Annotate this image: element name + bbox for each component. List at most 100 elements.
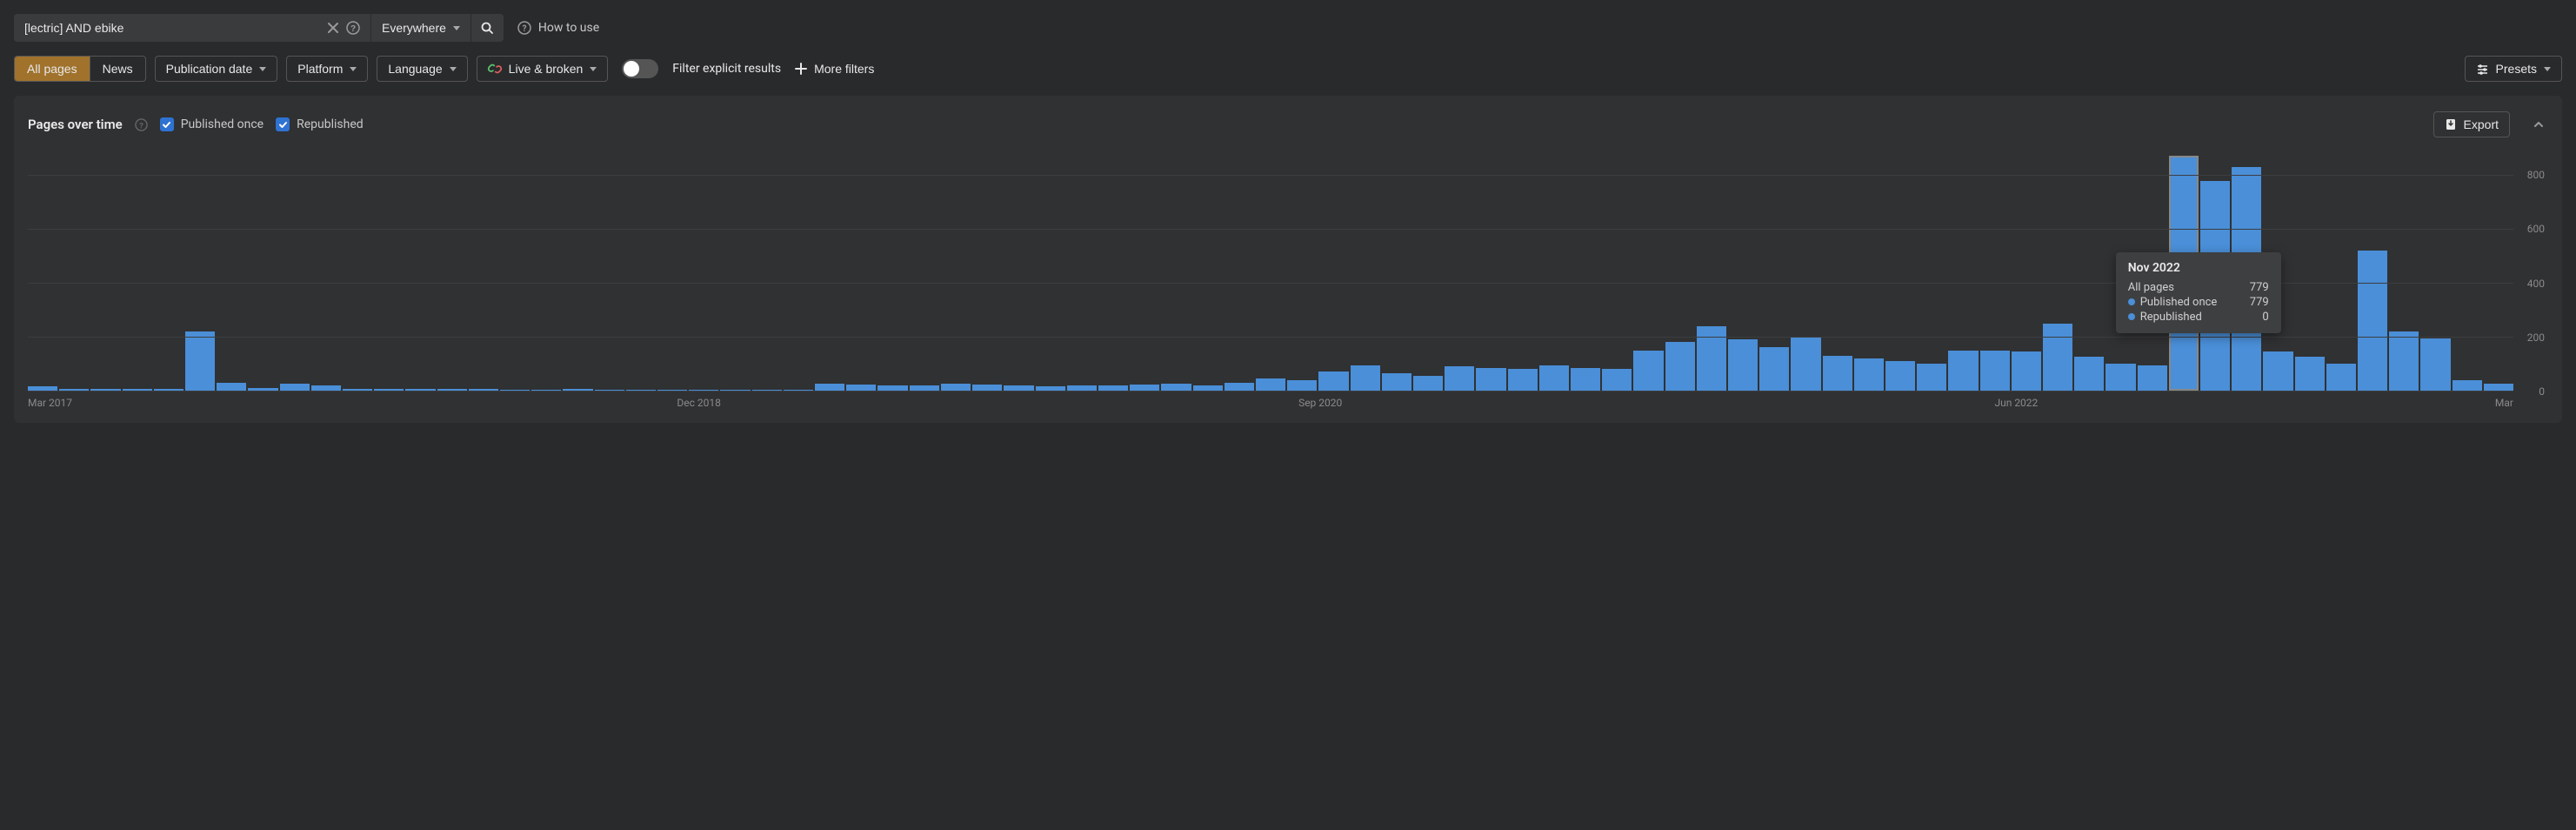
chart-bar[interactable] bbox=[1382, 373, 1411, 391]
platform-filter[interactable]: Platform bbox=[286, 56, 368, 82]
help-icon: ? bbox=[346, 21, 360, 35]
chart-bar[interactable] bbox=[1854, 358, 1884, 391]
series-dot-icon bbox=[2128, 298, 2135, 305]
chart-bar[interactable] bbox=[1697, 326, 1726, 391]
chart-bar[interactable] bbox=[1539, 365, 1569, 391]
chart-bar[interactable] bbox=[1318, 371, 1348, 391]
chart-bar[interactable] bbox=[1980, 351, 2010, 392]
chart-bar[interactable] bbox=[2326, 364, 2356, 391]
chart-bar[interactable] bbox=[2043, 324, 2072, 392]
chart-bar[interactable] bbox=[2389, 331, 2419, 391]
chevron-down-icon bbox=[259, 67, 266, 71]
chart-bar[interactable] bbox=[280, 384, 310, 391]
chart-bar[interactable] bbox=[1161, 384, 1191, 391]
chart-bar[interactable] bbox=[941, 384, 971, 391]
chart-bar[interactable] bbox=[1256, 378, 1285, 391]
series-dot-icon bbox=[2128, 313, 2135, 320]
chart-bar[interactable] bbox=[1948, 351, 1978, 392]
how-to-use-link[interactable]: ? How to use bbox=[517, 21, 599, 35]
chart-bar[interactable] bbox=[1823, 356, 1852, 391]
chart-bar[interactable] bbox=[1287, 380, 1317, 391]
chart-bar[interactable] bbox=[2138, 365, 2167, 391]
published-once-checkbox[interactable]: Published once bbox=[160, 117, 264, 131]
help-icon[interactable]: ? bbox=[135, 118, 148, 131]
search-input[interactable] bbox=[24, 21, 324, 35]
chart-bar[interactable] bbox=[1351, 365, 1380, 391]
tooltip-title: Nov 2022 bbox=[2128, 261, 2269, 275]
export-button[interactable]: Export bbox=[2433, 111, 2510, 137]
tooltip-row: Published once779 bbox=[2128, 295, 2269, 310]
y-tick-label: 800 bbox=[2527, 169, 2545, 181]
chart-bar[interactable] bbox=[1885, 361, 1915, 391]
chart-bar[interactable] bbox=[1633, 351, 1663, 392]
more-filters-button[interactable]: More filters bbox=[795, 62, 874, 76]
chart-bar[interactable] bbox=[1665, 342, 1695, 391]
chart-bar[interactable] bbox=[1413, 376, 1443, 391]
chart-bar[interactable] bbox=[972, 385, 1002, 391]
y-tick-label: 400 bbox=[2527, 278, 2545, 290]
republished-checkbox[interactable]: Republished bbox=[276, 117, 364, 131]
page-type-segmented: All pages News bbox=[14, 56, 146, 82]
chart-bar[interactable] bbox=[2295, 357, 2325, 391]
explicit-toggle[interactable] bbox=[622, 59, 658, 78]
y-axis: 0200400600800 bbox=[2513, 148, 2548, 392]
chevron-down-icon bbox=[590, 67, 597, 71]
chart-bar[interactable] bbox=[1508, 369, 1538, 391]
y-tick-label: 600 bbox=[2527, 223, 2545, 235]
check-icon bbox=[278, 120, 288, 130]
search-icon bbox=[481, 22, 494, 35]
chart-bar[interactable] bbox=[2420, 338, 2450, 391]
chart-bar[interactable] bbox=[2453, 380, 2482, 391]
chart-bar[interactable] bbox=[2263, 351, 2292, 391]
chart-bar[interactable] bbox=[2358, 251, 2387, 391]
check-icon bbox=[162, 120, 171, 130]
presets-button[interactable]: Presets bbox=[2465, 56, 2562, 82]
search-submit-button[interactable] bbox=[470, 14, 504, 42]
x-tick-label: Dec 2018 bbox=[677, 397, 720, 409]
chart-bar[interactable] bbox=[2012, 351, 2041, 391]
scope-label: Everywhere bbox=[382, 21, 446, 35]
chart-bar[interactable] bbox=[1130, 385, 1159, 391]
x-axis: Mar 2017Dec 2018Sep 2020Jun 2022Mar bbox=[28, 397, 2513, 411]
y-tick-label: 200 bbox=[2527, 331, 2545, 344]
chevron-down-icon bbox=[2544, 67, 2551, 71]
tooltip-row: Republished0 bbox=[2128, 310, 2269, 325]
gridline bbox=[28, 175, 2513, 176]
chart-bar[interactable] bbox=[185, 331, 215, 391]
scope-dropdown[interactable]: Everywhere bbox=[370, 14, 470, 42]
chart-bar[interactable] bbox=[2484, 384, 2513, 391]
x-tick-label: Mar 2017 bbox=[28, 397, 72, 409]
chart-bar[interactable] bbox=[1791, 337, 1820, 391]
clear-search-button[interactable] bbox=[324, 18, 343, 37]
seg-all-pages[interactable]: All pages bbox=[15, 57, 90, 81]
publication-date-filter[interactable]: Publication date bbox=[155, 56, 278, 82]
chart-bar[interactable] bbox=[1728, 339, 1758, 391]
gridline bbox=[28, 229, 2513, 230]
gridline bbox=[28, 337, 2513, 338]
seg-news[interactable]: News bbox=[90, 57, 145, 81]
chart-bar[interactable] bbox=[815, 384, 844, 391]
chevron-down-icon bbox=[450, 67, 457, 71]
chart-bar[interactable] bbox=[2074, 357, 2104, 391]
how-to-use-label: How to use bbox=[538, 21, 599, 35]
live-broken-filter[interactable]: Live & broken bbox=[477, 56, 609, 82]
pages-over-time-chart: Nov 2022 All pages779Published once779Re… bbox=[28, 148, 2548, 392]
chart-bar[interactable] bbox=[1571, 368, 1600, 391]
chart-bar[interactable] bbox=[1759, 347, 1789, 391]
chevron-down-icon bbox=[453, 26, 460, 30]
chart-bar[interactable] bbox=[1225, 383, 1254, 391]
search-box: ? bbox=[14, 14, 370, 42]
search-help-button[interactable]: ? bbox=[343, 17, 364, 38]
chart-bar[interactable] bbox=[2106, 364, 2135, 391]
tooltip-row: All pages779 bbox=[2128, 280, 2269, 295]
panel-title: Pages over time bbox=[28, 117, 123, 132]
chart-bar[interactable] bbox=[1602, 369, 1632, 391]
chart-bar[interactable] bbox=[1445, 366, 1474, 391]
chart-bar[interactable] bbox=[217, 383, 246, 391]
chevron-up-icon bbox=[2533, 118, 2545, 131]
collapse-panel-button[interactable] bbox=[2529, 115, 2548, 134]
chart-bar[interactable] bbox=[846, 385, 876, 391]
chart-bar[interactable] bbox=[1476, 368, 1505, 391]
chart-bar[interactable] bbox=[1917, 364, 1946, 391]
language-filter[interactable]: Language bbox=[377, 56, 467, 82]
